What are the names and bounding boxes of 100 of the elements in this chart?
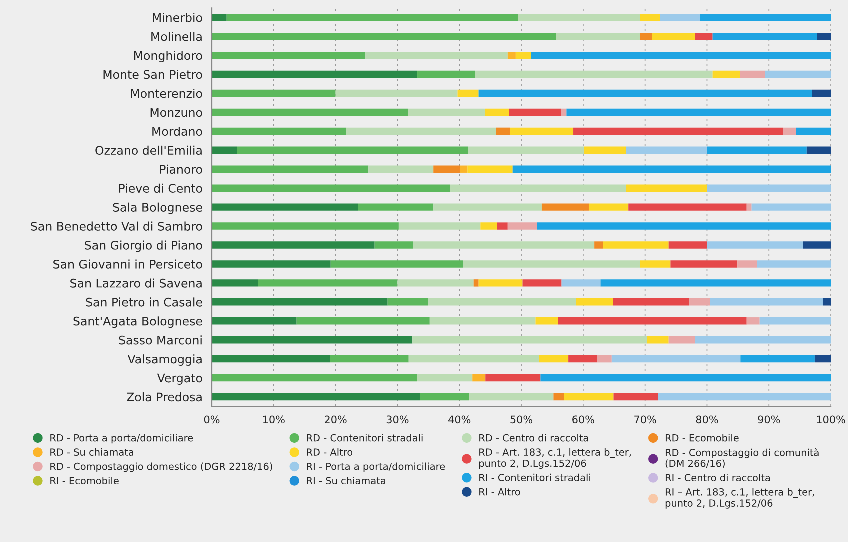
bar (707, 242, 804, 249)
legend-label: RD - Porta a porta/domiciliare (50, 434, 194, 444)
legend-label: RD - Centro di raccolta (480, 434, 588, 442)
bar (458, 90, 479, 98)
x-tick-label: 70% (634, 416, 656, 424)
bar (212, 14, 227, 22)
bar (398, 222, 481, 230)
bar (428, 298, 576, 306)
bar (558, 318, 747, 325)
bar (614, 393, 658, 401)
bar (497, 222, 508, 230)
bar (484, 108, 510, 116)
bar (509, 108, 562, 116)
bar (418, 70, 476, 78)
bar (757, 260, 832, 268)
bar (330, 260, 464, 268)
bar (594, 242, 604, 249)
bar (612, 355, 741, 363)
bar (564, 393, 614, 401)
bar (712, 70, 740, 78)
bar (212, 336, 413, 344)
y-tick-label: Sala Bolognese (113, 202, 202, 214)
bar (760, 318, 832, 325)
bar (536, 222, 832, 230)
bar (542, 204, 589, 211)
bar (212, 146, 238, 154)
bar (783, 128, 796, 136)
bar (408, 355, 540, 363)
bar (613, 298, 690, 306)
bar (561, 108, 567, 116)
bar (474, 280, 479, 287)
bar (740, 70, 766, 78)
bar (472, 374, 486, 382)
y-tick-label: San Giovanni in Persiceto (54, 260, 202, 269)
bar (628, 204, 747, 211)
bar (475, 70, 713, 78)
bar (695, 336, 832, 344)
x-tick-label: 10% (263, 416, 285, 424)
x-tick-label: 40% (448, 416, 471, 424)
bar (707, 184, 832, 192)
bar (434, 166, 460, 173)
x-tick-label: 60% (572, 416, 594, 424)
bar (468, 146, 584, 154)
bar (212, 280, 258, 287)
legend-label: RD - Art. 183, c.1, lettera b_ter, punto 2, D.Lgs.152/06 (480, 448, 632, 470)
y-tick-label: Mordano (152, 126, 202, 136)
bar (212, 32, 556, 40)
bar (226, 14, 518, 22)
x-tick-label: 90% (758, 416, 780, 424)
legend-label: RI – Art. 183, c.1, lettera b_ter, punto 2, D.Lgs.152/06 (666, 488, 814, 509)
bar (746, 318, 760, 325)
bar (806, 146, 832, 154)
bar (740, 355, 815, 363)
bar (710, 298, 823, 306)
bar (212, 128, 346, 136)
legend-label: RI - Su chiamata (307, 477, 386, 485)
legend-label: RI - Porta a porta/domiciliare (307, 462, 446, 472)
legend-label: RD - Contenitori stradali (307, 434, 423, 442)
bar (212, 90, 336, 98)
bar (346, 128, 496, 136)
legend-label: RI - Altro (480, 488, 520, 496)
bar (420, 393, 470, 401)
bar (368, 166, 434, 173)
bar (460, 166, 468, 173)
bar (568, 355, 598, 363)
bar (258, 280, 398, 287)
legend-label: RD - Su chiamata (50, 448, 134, 456)
bar (658, 393, 832, 401)
y-tick-label: Minerbio (153, 13, 202, 22)
bar (566, 108, 832, 116)
bar (434, 204, 542, 211)
bar (463, 260, 640, 268)
y-tick-label: Monghidoro (134, 51, 202, 62)
x-tick-label: 50% (510, 416, 533, 424)
bar (668, 242, 708, 249)
y-tick-label: San Lazzaro di Savena (70, 278, 202, 288)
bar (296, 318, 430, 325)
bar (652, 32, 696, 40)
bar (516, 52, 532, 60)
bar (388, 298, 428, 306)
x-tick-label: 30% (386, 416, 409, 424)
bar (470, 393, 554, 401)
bar (660, 14, 700, 22)
bar (640, 32, 652, 40)
bar (814, 355, 832, 363)
x-tick-label: 20% (324, 416, 347, 424)
bar (412, 336, 648, 344)
bar (366, 52, 508, 60)
y-tick-label: Molinella (152, 32, 202, 42)
bar (486, 374, 541, 382)
bar (640, 14, 660, 22)
y-tick-label: San Giorgio di Piano (85, 240, 202, 252)
y-tick-label: Ozzano dell'Emilia (96, 146, 202, 156)
bar (640, 260, 671, 268)
bar (584, 146, 626, 154)
bar (212, 318, 297, 325)
bar (212, 393, 420, 401)
bar (554, 393, 564, 401)
bar (536, 318, 558, 325)
bar (478, 90, 812, 98)
